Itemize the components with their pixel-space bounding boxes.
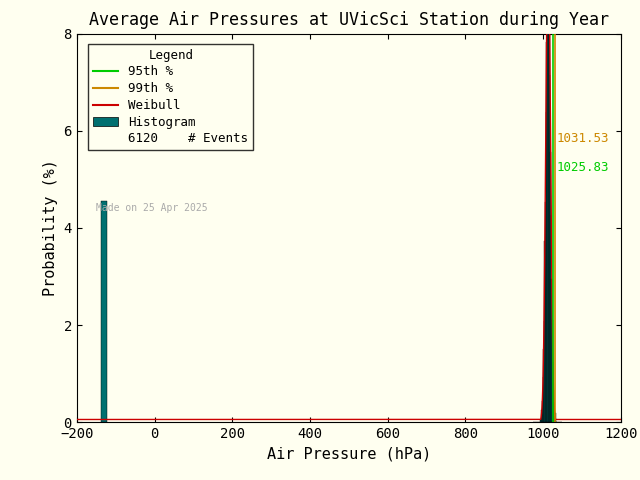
Bar bbox=[100, 201, 108, 422]
95th % bbox=[549, 420, 557, 425]
Weibull bbox=[479, 417, 486, 422]
X-axis label: Air Pressure (hPa): Air Pressure (hPa) bbox=[267, 447, 431, 462]
Weibull bbox=[172, 417, 179, 422]
Y-axis label: Probability (%): Probability (%) bbox=[43, 159, 58, 297]
Legend: 95th %, 99th %, Weibull, Histogram, 6120    # Events: 95th %, 99th %, Weibull, Histogram, 6120… bbox=[88, 44, 253, 151]
Text: 1031.53: 1031.53 bbox=[557, 132, 609, 144]
Text: Made on 25 Apr 2025: Made on 25 Apr 2025 bbox=[96, 203, 207, 213]
Weibull bbox=[520, 417, 528, 422]
Line: Weibull: Weibull bbox=[77, 0, 621, 420]
Text: 1025.83: 1025.83 bbox=[557, 161, 609, 174]
Weibull bbox=[281, 417, 289, 422]
99th % bbox=[552, 420, 559, 425]
Weibull bbox=[73, 417, 81, 422]
95th % bbox=[549, 371, 557, 377]
Title: Average Air Pressures at UVicSci Station during Year: Average Air Pressures at UVicSci Station… bbox=[89, 11, 609, 29]
Weibull bbox=[399, 417, 407, 422]
Weibull bbox=[617, 417, 625, 422]
Weibull bbox=[427, 417, 435, 422]
99th % bbox=[552, 371, 559, 377]
